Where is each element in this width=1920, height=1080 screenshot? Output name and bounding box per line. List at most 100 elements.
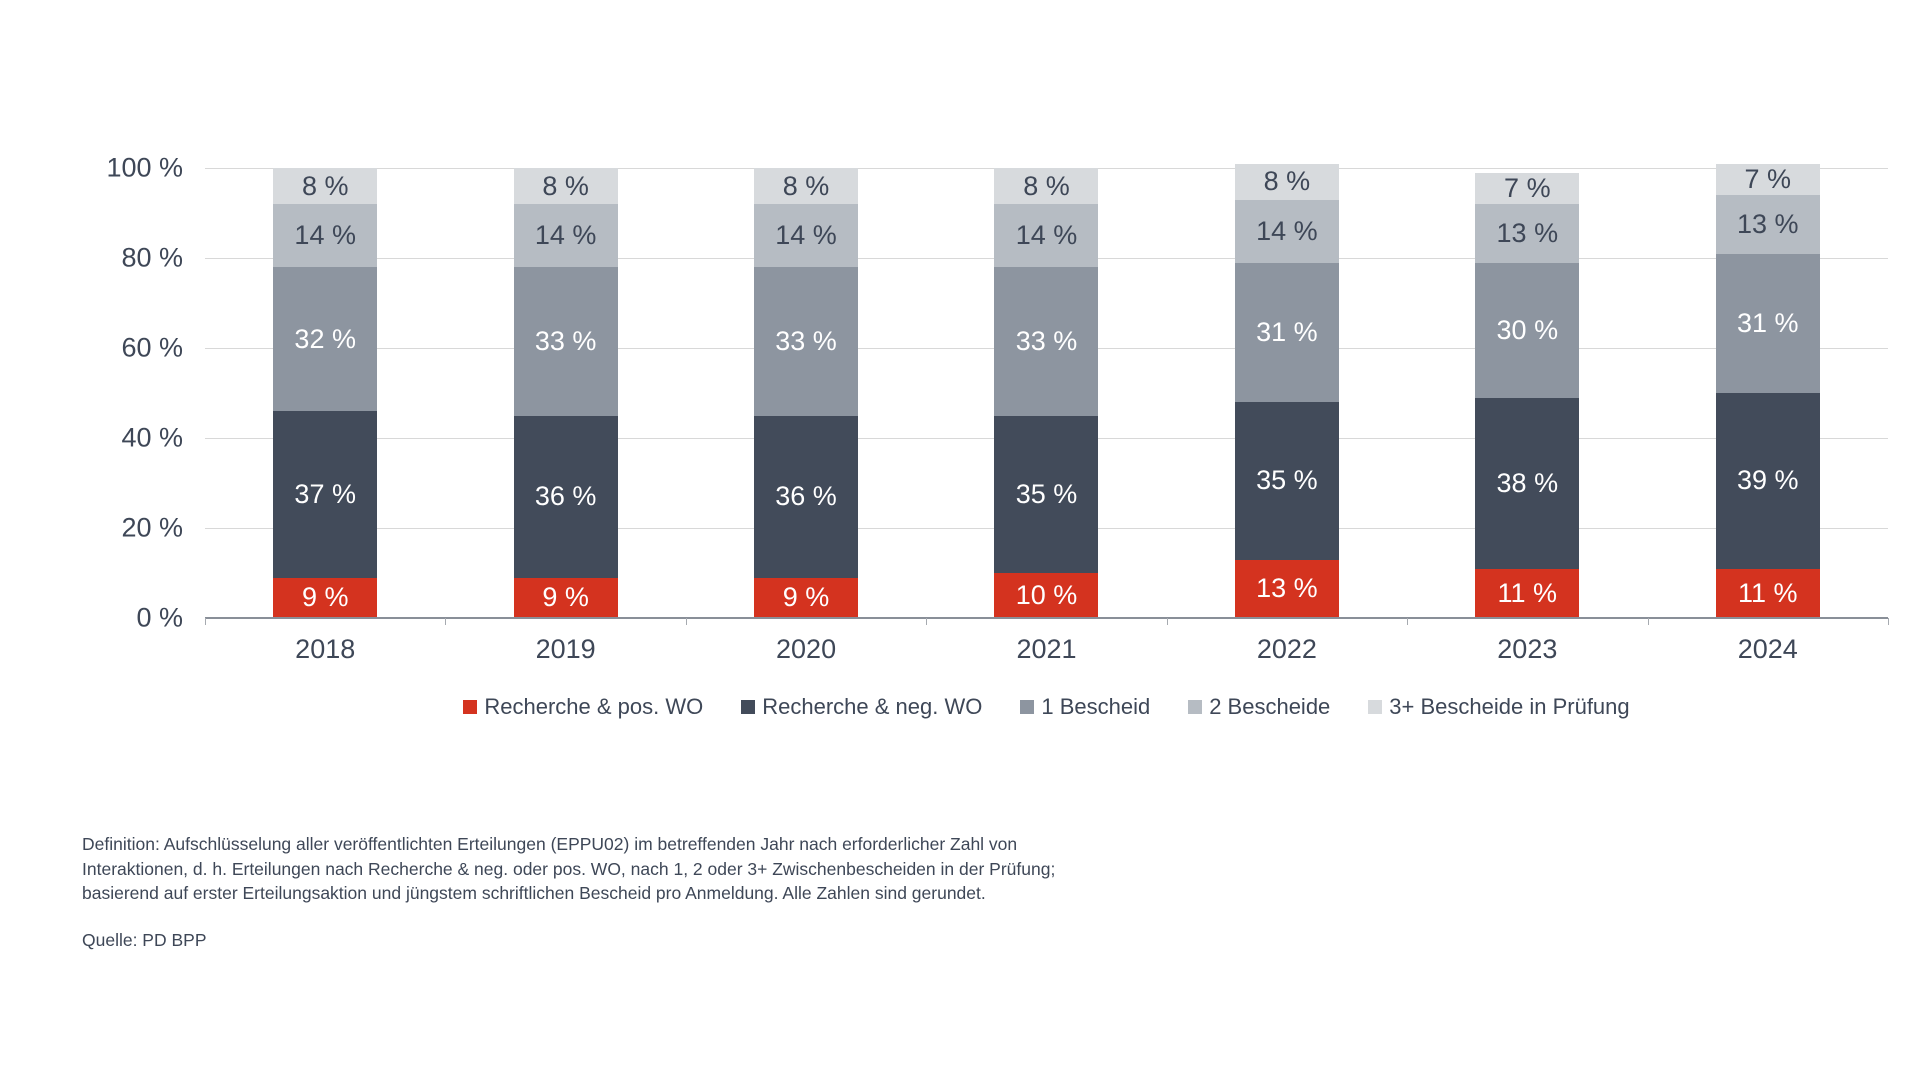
bar-segment: 14 %	[273, 204, 378, 267]
x-axis-label: 2022	[1256, 634, 1317, 664]
bar-segment: 7 %	[1475, 172, 1580, 204]
footnote-block: Definition: Aufschlüsselung aller veröff…	[82, 832, 1182, 952]
bar-segment-label: 7 %	[1744, 163, 1791, 194]
axis-tick	[685, 618, 687, 625]
axis-tick	[1888, 618, 1889, 625]
bar-segment-label: 32 %	[294, 323, 356, 354]
y-axis: 0 % 20 % 40 % 60 % 80 % 100 %	[0, 154, 183, 631]
bar-segment: 33 %	[994, 267, 1099, 416]
legend-swatch-icon	[1188, 700, 1203, 714]
bar-segment: 32 %	[273, 267, 378, 411]
bar-segment: 9 %	[754, 577, 859, 618]
bar-segment-label: 33 %	[1015, 325, 1078, 356]
legend-swatch-icon	[741, 700, 756, 714]
bar-segment: 9 %	[513, 577, 618, 618]
bar-segment-label: 35 %	[1256, 465, 1318, 496]
y-axis-label: 80 %	[121, 242, 183, 273]
bar-segment-label: 31 %	[1736, 307, 1799, 338]
bar-segment: 38 %	[1475, 397, 1580, 569]
axis-tick	[205, 618, 206, 625]
axis-tick	[926, 618, 928, 625]
bar-segment-label: 37 %	[294, 478, 356, 509]
legend-item: Recherche & neg. WO	[741, 694, 982, 720]
x-axis-line	[205, 617, 1888, 619]
bar-segment: 36 %	[754, 415, 859, 578]
bar-segment-label: 14 %	[1256, 215, 1318, 246]
definition-text: Definition: Aufschlüsselung aller veröff…	[82, 832, 1182, 906]
stacked-bar: 11 % 39 % 31 % 13 % 7 %	[1715, 163, 1820, 618]
source-text: Quelle: PD BPP	[82, 929, 207, 950]
bar-segment: 35 %	[1234, 402, 1339, 560]
legend-item: 1 Bescheid	[1020, 694, 1150, 720]
bar-column: 9 % 37 % 32 % 14 % 8 %	[205, 168, 445, 618]
bar-column: 9 % 36 % 33 % 14 % 8 %	[445, 168, 685, 618]
stacked-bar: 9 % 37 % 32 % 14 % 8 %	[273, 168, 378, 618]
bar-segment-label: 30 %	[1496, 314, 1559, 345]
axis-tick	[1407, 618, 1409, 625]
legend-swatch-icon	[1368, 700, 1383, 714]
axis-tick	[445, 618, 447, 625]
bar-segment-label: 36 %	[775, 481, 837, 511]
bar-column: 9 % 36 % 33 % 14 % 8 %	[686, 168, 926, 618]
bar-segment: 13 %	[1475, 204, 1580, 263]
bar-column: 11 % 38 % 30 % 13 % 7 %	[1407, 168, 1647, 618]
x-axis-labels: 2018 2019 2020 2021 2022 2023 2024	[205, 634, 1888, 665]
bars-area: 9 % 37 % 32 % 14 % 8 % 9 % 36 % 33 % 14 % 8 % 9 % 3…	[205, 163, 1888, 618]
bar-segment: 31 %	[1715, 253, 1820, 393]
bar-segment: 14 %	[994, 204, 1099, 267]
bar-segment: 14 %	[754, 204, 859, 267]
bar-segment-label: 14 %	[775, 220, 837, 250]
bar-segment-label: 14 %	[534, 220, 597, 250]
x-axis-label: 2020	[776, 634, 837, 664]
bar-segment-label: 8 %	[1023, 170, 1070, 201]
chart-legend: Recherche & pos. WO Recherche & neg. WO 1 …	[205, 694, 1888, 720]
bar-segment: 8 %	[754, 168, 859, 204]
bar-segment: 37 %	[273, 411, 378, 578]
bar-segment: 39 %	[1715, 393, 1820, 569]
legend-item: Recherche & pos. WO	[463, 694, 703, 720]
bar-segment: 10 %	[994, 573, 1099, 618]
legend-item: 2 Bescheide	[1188, 694, 1330, 720]
legend-swatch-icon	[1020, 700, 1035, 714]
y-axis-label: 20 %	[121, 512, 183, 543]
legend-swatch-icon	[463, 700, 478, 714]
bar-segment: 11 %	[1715, 568, 1820, 618]
bar-column: 10 % 35 % 33 % 14 % 8 %	[926, 168, 1166, 618]
bar-segment: 8 %	[513, 168, 618, 204]
y-axis-label: 60 %	[121, 332, 183, 363]
bar-segment: 8 %	[273, 168, 378, 204]
bar-segment: 14 %	[1234, 199, 1339, 263]
legend-item: 3+ Bescheide in Prüfung	[1368, 694, 1630, 720]
bar-segment: 36 %	[513, 415, 618, 578]
bar-segment-label: 10 %	[1015, 580, 1078, 610]
bar-segment-label: 38 %	[1496, 467, 1559, 498]
x-axis-label: 2019	[535, 634, 596, 664]
bar-segment-label: 8 %	[301, 170, 349, 201]
legend-label: Recherche & pos. WO	[484, 694, 704, 719]
bar-segment: 30 %	[1475, 262, 1580, 398]
bar-segment-label: 7 %	[1504, 172, 1551, 203]
bar-segment-label: 33 %	[534, 325, 597, 356]
legend-label: 2 Bescheide	[1209, 694, 1331, 719]
bar-segment-label: 9 %	[782, 582, 830, 613]
x-axis-label: 2018	[295, 634, 356, 664]
bar-segment-label: 33 %	[775, 325, 837, 356]
stacked-bar-chart: 9 % 37 % 32 % 14 % 8 % 9 % 36 % 33 % 14 % 8 % 9 % 3…	[205, 163, 1889, 625]
bar-segment-label: 14 %	[294, 220, 356, 250]
y-axis-label: 0 %	[136, 602, 183, 633]
x-axis-label: 2024	[1737, 634, 1798, 664]
stacked-bar: 10 % 35 % 33 % 14 % 8 %	[994, 168, 1099, 618]
stacked-bar: 11 % 38 % 30 % 13 % 7 %	[1475, 172, 1580, 618]
bar-segment: 13 %	[1715, 195, 1820, 254]
x-axis-label: 2023	[1497, 634, 1558, 664]
bar-segment: 35 %	[994, 415, 1099, 573]
bar-segment-label: 8 %	[782, 170, 830, 201]
bar-segment: 14 %	[513, 204, 618, 267]
stacked-bar: 9 % 36 % 33 % 14 % 8 %	[513, 168, 618, 618]
bar-segment: 31 %	[1234, 262, 1339, 402]
bar-segment: 7 %	[1715, 163, 1820, 195]
y-axis-label: 100 %	[106, 152, 183, 183]
bar-segment-label: 39 %	[1736, 465, 1799, 496]
bar-segment-label: 8 %	[542, 170, 589, 201]
bar-segment-label: 11 %	[1497, 577, 1558, 608]
